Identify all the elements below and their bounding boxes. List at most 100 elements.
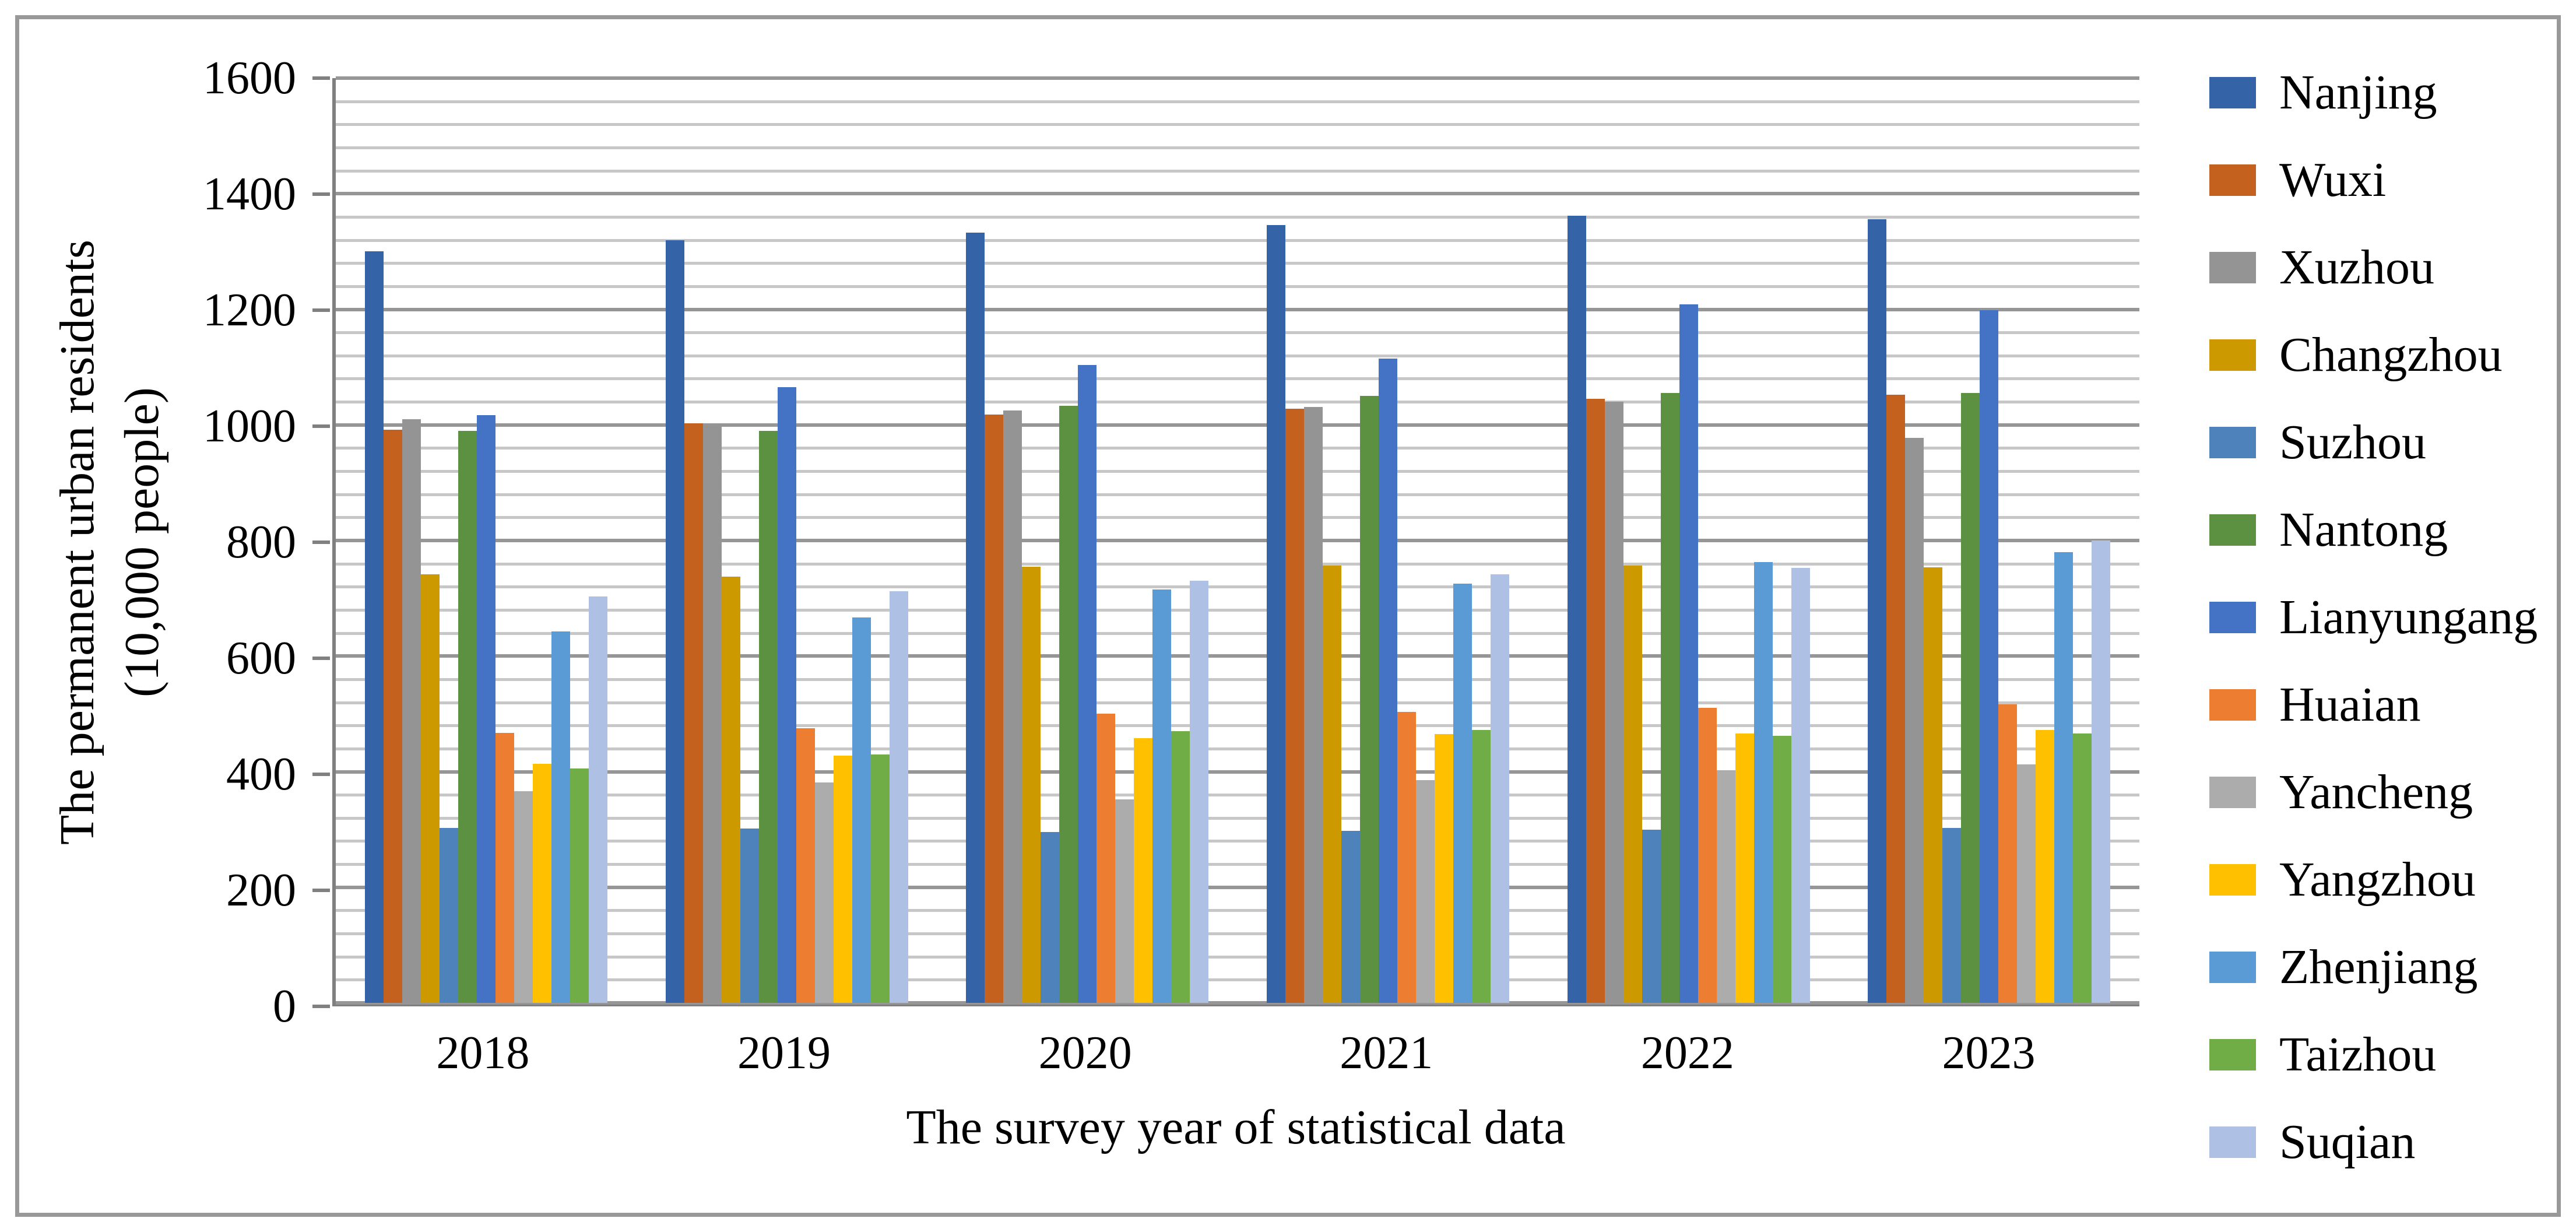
legend-label-nantong: Nantong: [2279, 503, 2448, 557]
bar-huaian-2020: [1097, 714, 1116, 1003]
minor-gridline: [336, 747, 2139, 750]
legend-label-suzhou: Suzhou: [2279, 415, 2426, 469]
bar-cluster-2023: [1868, 78, 2111, 1003]
x-tick-label-2020: 2020: [1038, 1027, 1132, 1079]
bar-huaian-2021: [1397, 712, 1416, 1003]
minor-gridline: [336, 169, 2139, 173]
legend-item-yangzhou: Yangzhou: [2209, 836, 2538, 924]
figure-border: [15, 15, 2561, 1217]
bar-yancheng-2018: [514, 791, 533, 1003]
legend-label-wuxi: Wuxi: [2279, 153, 2387, 207]
bar-zhenjiang-2018: [551, 631, 570, 1003]
y-tick-mark: [312, 540, 330, 544]
legend-swatch-yancheng: [2209, 777, 2256, 808]
y-tick-mark: [312, 308, 330, 312]
bar-zhenjiang-2021: [1453, 584, 1472, 1003]
legend-item-nantong: Nantong: [2209, 486, 2538, 574]
bar-yangzhou-2023: [2036, 730, 2055, 1003]
minor-gridline: [336, 678, 2139, 681]
bar-changzhou-2019: [721, 577, 740, 1003]
bar-cluster-2021: [1266, 78, 1509, 1003]
legend-item-suzhou: Suzhou: [2209, 399, 2538, 486]
bar-suzhou-2018: [439, 827, 458, 1003]
legend-swatch-xuzhou: [2209, 252, 2256, 283]
x-axis-title: The survey year of statistical data: [906, 1100, 1566, 1154]
bar-lianyungang-2022: [1679, 304, 1698, 1003]
bar-wuxi-2018: [383, 429, 402, 1003]
legend-label-yangzhou: Yangzhou: [2279, 852, 2476, 907]
legend-swatch-changzhou: [2209, 339, 2256, 371]
bar-nantong-2018: [458, 430, 477, 1003]
bar-wuxi-2021: [1285, 409, 1304, 1003]
bar-yangzhou-2022: [1735, 733, 1754, 1003]
legend-item-wuxi: Wuxi: [2209, 136, 2538, 224]
legend-label-changzhou: Changzhou: [2279, 328, 2503, 382]
x-tick-label-2021: 2021: [1340, 1027, 1433, 1079]
bar-suzhou-2019: [740, 828, 759, 1003]
bar-huaian-2018: [495, 733, 514, 1003]
y-tick-label: 1400: [203, 169, 296, 220]
y-axis: 0 200 400 600 800 1000 1200 1400 1600: [146, 55, 332, 1030]
y-tick-label: 1600: [203, 52, 296, 104]
major-gridline: [336, 423, 2139, 427]
minor-gridline: [336, 100, 2139, 103]
bar-nanjing-2019: [665, 240, 684, 1003]
minor-gridline: [336, 794, 2139, 797]
bar-changzhou-2022: [1623, 565, 1642, 1003]
minor-gridline: [336, 631, 2139, 635]
legend-swatch-yangzhou: [2209, 864, 2256, 896]
y-tick-mark: [312, 1005, 330, 1008]
bar-yancheng-2023: [2017, 764, 2036, 1003]
y-tick-label: 400: [226, 749, 296, 800]
minor-gridline: [336, 401, 2139, 404]
bar-taizhou-2020: [1171, 731, 1190, 1003]
bar-zhenjiang-2020: [1152, 589, 1172, 1003]
bar-cluster-2022: [1567, 78, 1810, 1003]
major-gridline: [336, 307, 2139, 311]
bar-suqian-2021: [1490, 574, 1509, 1003]
bar-nantong-2019: [758, 430, 778, 1003]
bar-lianyungang-2018: [476, 415, 495, 1003]
legend-item-zhenjiang: Zhenjiang: [2209, 924, 2538, 1011]
bar-zhenjiang-2019: [852, 617, 871, 1003]
minor-gridline: [336, 863, 2139, 866]
x-tick-label-2019: 2019: [737, 1027, 831, 1079]
minor-gridline: [336, 377, 2139, 381]
major-gridline: [336, 192, 2139, 196]
minor-gridline: [336, 285, 2139, 288]
legend-label-nanjing: Nanjing: [2279, 65, 2437, 120]
legend-label-huaian: Huaian: [2279, 678, 2421, 732]
bar-nanjing-2022: [1567, 215, 1586, 1003]
bar-nanjing-2023: [1868, 219, 1887, 1003]
bar-changzhou-2020: [1022, 566, 1041, 1003]
minor-gridline: [336, 447, 2139, 450]
bar-nantong-2020: [1059, 406, 1078, 1003]
y-tick-mark: [312, 657, 330, 660]
minor-gridline: [336, 262, 2139, 265]
major-gridline: [336, 539, 2139, 542]
minor-gridline: [336, 909, 2139, 912]
plot-area: [332, 76, 2139, 1006]
bar-wuxi-2023: [1886, 395, 1906, 1003]
minor-gridline: [336, 932, 2139, 936]
minor-gridline: [336, 238, 2139, 242]
minor-gridline: [336, 562, 2139, 566]
y-tick-mark: [312, 192, 330, 196]
minor-gridline: [336, 123, 2139, 127]
legend: Nanjing Wuxi Xuzhou Changzhou Suzhou Nantong L…: [2209, 49, 2538, 1186]
minor-gridline: [336, 701, 2139, 704]
legend-item-suqian: Suqian: [2209, 1098, 2538, 1186]
bar-zhenjiang-2023: [2054, 552, 2074, 1003]
bar-yancheng-2022: [1716, 770, 1735, 1003]
bar-suqian-2023: [2092, 540, 2111, 1003]
legend-swatch-nanjing: [2209, 77, 2256, 108]
bar-huaian-2019: [796, 728, 815, 1003]
bar-nantong-2022: [1660, 393, 1679, 1003]
bar-cluster-2020: [966, 78, 1209, 1003]
y-tick-mark: [312, 76, 330, 80]
bar-suqian-2019: [889, 591, 908, 1003]
legend-swatch-suqian: [2209, 1126, 2256, 1158]
legend-label-lianyungang: Lianyungang: [2279, 590, 2538, 644]
bar-suqian-2022: [1791, 567, 1810, 1003]
